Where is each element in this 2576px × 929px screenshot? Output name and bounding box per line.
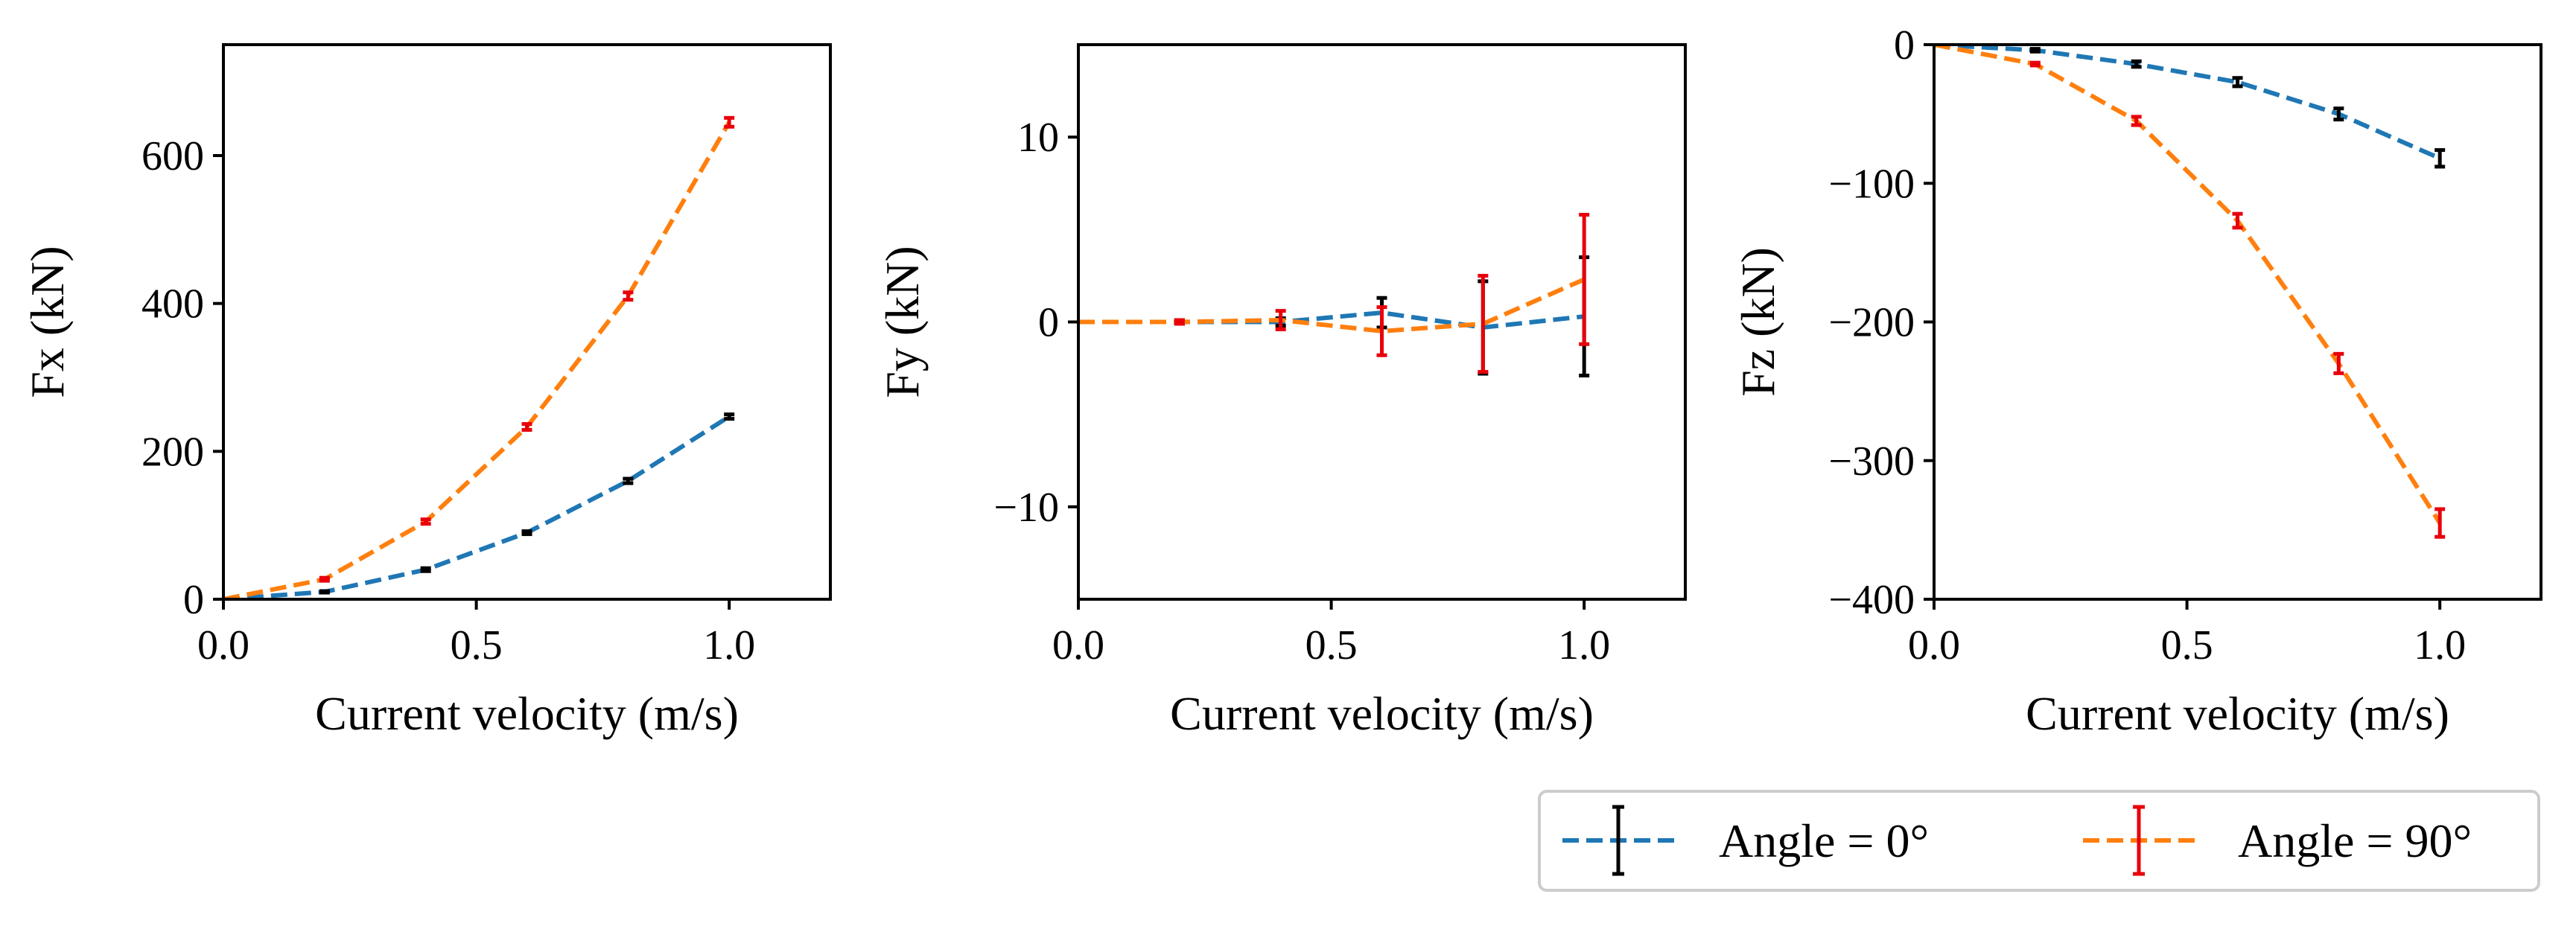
x-tick-label: 0.0	[1052, 622, 1104, 668]
error-bar	[2131, 115, 2142, 127]
error-bar	[1478, 273, 1489, 374]
y-tick-label: 600	[141, 133, 204, 179]
x-axis-label: Current velocity (m/s)	[2026, 687, 2449, 740]
legend-label: Angle = 90°	[2238, 814, 2472, 867]
legend-box	[1538, 790, 2540, 892]
error-bar	[521, 529, 532, 537]
error-bar	[1579, 212, 1590, 346]
chart-fy: 0.0 0.5 1.0 −10 0 10 Current velocity (m/s) Fy …	[876, 43, 1687, 740]
error-bar	[2435, 148, 2446, 169]
y-axis-label: Fy (kN)	[876, 246, 929, 398]
error-bar	[623, 476, 634, 485]
error-bar	[2333, 106, 2344, 122]
series-line	[1934, 45, 2442, 525]
y-tick-label: 10	[1017, 115, 1059, 161]
legend: Angle = 0° Angle = 90°	[1538, 790, 2540, 892]
error-bar	[2029, 47, 2041, 54]
legend-entry-angle-0: Angle = 0°	[1562, 805, 1929, 876]
error-bar	[521, 422, 532, 432]
series-angle-90	[1934, 45, 2446, 539]
y-tick-label: 0	[1894, 22, 1915, 68]
y-axis-label: Fz (kN)	[1731, 247, 1784, 397]
x-tick-label: 1.0	[703, 622, 755, 668]
error-bar	[2029, 60, 2041, 68]
plot-frame	[222, 43, 832, 601]
y-tick-label: −300	[1828, 438, 1915, 485]
y-tick-label: 0	[1038, 300, 1059, 346]
y-tick-label: 200	[141, 429, 204, 475]
series-angle-0	[223, 412, 735, 599]
y-tick-label: −10	[993, 485, 1059, 531]
x-tick-label: 0.5	[1306, 622, 1358, 668]
series-angle-0	[1934, 45, 2446, 169]
error-bar	[420, 566, 431, 573]
chart-fz: 0.0 0.5 1.0 −400 −300 −200 −100 0 Current veloci…	[1731, 22, 2542, 740]
x-axis-label: Current velocity (m/s)	[1170, 687, 1594, 740]
y-tick-label: −400	[1828, 577, 1915, 623]
y-tick-label: −100	[1828, 161, 1915, 207]
series-angle-0	[1078, 255, 1590, 378]
y-axis-label: Fx (kN)	[21, 246, 74, 398]
plot-frame	[1933, 43, 2542, 601]
error-bar	[2232, 76, 2243, 89]
error-bar	[319, 575, 330, 583]
x-axis-label: Current velocity (m/s)	[315, 687, 739, 740]
y-tick-label: −200	[1828, 300, 1915, 346]
error-bar	[420, 517, 431, 526]
series-angle-90	[1078, 212, 1590, 374]
x-tick-label: 0.5	[451, 622, 503, 668]
x-tick-label: 1.0	[2414, 622, 2466, 668]
series-line	[1078, 277, 1586, 333]
legend-entry-angle-90: Angle = 90°	[2083, 805, 2472, 876]
error-bar	[1376, 305, 1387, 357]
error-bar	[623, 290, 634, 302]
x-tick-label: 1.0	[1558, 622, 1610, 668]
x-tick-label: 0.0	[197, 622, 249, 668]
series-angle-90	[223, 115, 735, 599]
error-bar	[1275, 309, 1286, 331]
error-bar	[724, 412, 735, 421]
error-bar	[1174, 318, 1185, 326]
series-line	[223, 415, 731, 599]
error-bar	[319, 589, 330, 595]
y-tick-label: 0	[183, 577, 204, 623]
error-bar	[2232, 211, 2243, 230]
error-bar	[2131, 59, 2142, 69]
chart-fx: 0.0 0.5 1.0 0 200 400 600 Current velocity (m/s…	[21, 43, 832, 740]
legend-label: Angle = 0°	[1719, 814, 1929, 867]
error-bar	[2435, 507, 2446, 539]
series-line	[1934, 45, 2441, 161]
x-tick-label: 0.0	[1908, 622, 1960, 668]
series-line	[223, 121, 731, 599]
error-bar	[724, 115, 735, 129]
y-tick-label: 400	[141, 281, 204, 328]
x-tick-label: 0.5	[2161, 622, 2213, 668]
error-bar	[2333, 351, 2344, 375]
